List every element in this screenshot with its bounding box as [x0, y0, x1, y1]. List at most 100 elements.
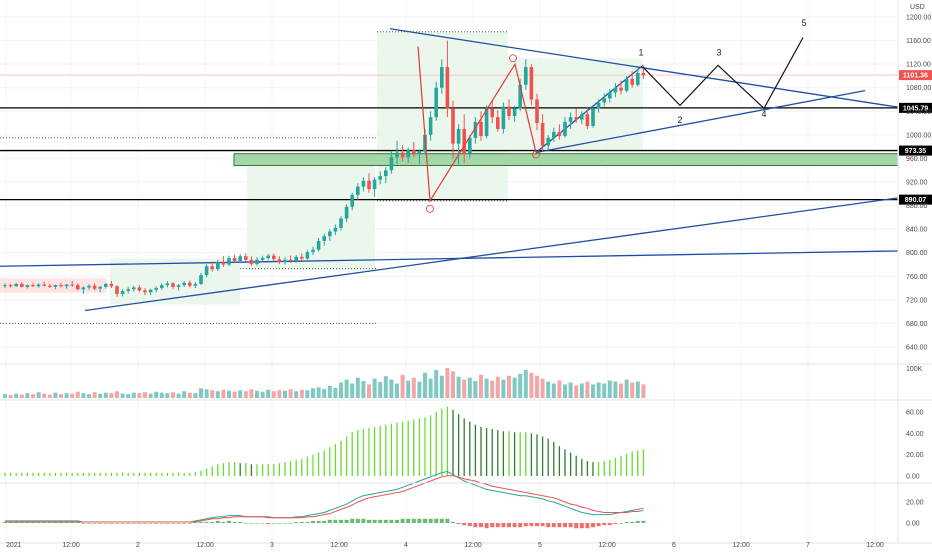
candle-body: [496, 117, 500, 129]
volume-bar: [176, 393, 181, 398]
y-tick-label: 880.00: [906, 203, 928, 210]
osc-hist-bar: [159, 523, 164, 524]
candle-body: [272, 255, 276, 260]
osc-hist-bar: [512, 523, 517, 528]
volume-bar: [451, 371, 455, 398]
candle-body: [76, 285, 80, 290]
volume-bar: [490, 380, 495, 398]
osc-hist-bar: [271, 523, 276, 524]
candle-body: [585, 114, 590, 127]
volume-bar: [159, 392, 164, 398]
osc-hist-bar: [137, 523, 142, 524]
candle-body: [490, 108, 494, 118]
volume-bar: [557, 380, 562, 398]
volume-bar: [395, 383, 399, 398]
volume-bar: [137, 393, 142, 398]
level-tag: 1045.79: [903, 105, 928, 112]
volume-bar: [36, 392, 41, 398]
osc-hist-bar: [143, 523, 147, 524]
y-tick-label: 960.00: [906, 156, 928, 163]
osc-hist-bar: [92, 523, 97, 524]
volume-bar: [563, 384, 567, 398]
candle-body: [132, 287, 136, 290]
candle-body: [204, 266, 209, 276]
candle-body: [115, 286, 119, 294]
candle-body: [165, 283, 170, 286]
candle-body: [126, 289, 130, 292]
volume-bar: [507, 375, 511, 398]
volume-bar: [19, 394, 24, 398]
volume-bar: [372, 378, 377, 398]
osc-hist-bar: [333, 519, 338, 523]
candle-body: [512, 108, 517, 116]
osc-hist-bar: [59, 521, 63, 523]
candle-body: [529, 67, 534, 100]
candle-body: [378, 176, 382, 180]
volume-bar: [92, 392, 97, 398]
adx-tick-label: 40.00: [906, 431, 924, 438]
candle-body: [507, 106, 511, 116]
wave-path: [642, 37, 804, 110]
candle-body: [372, 179, 377, 190]
osc-hist-bar: [389, 519, 394, 523]
abc-pattern: [417, 46, 540, 213]
wave-label: 2: [677, 115, 682, 125]
level-tag: 890.07: [905, 197, 927, 204]
osc-hist-bar: [126, 523, 131, 524]
candle-body: [473, 121, 478, 138]
candle-body: [143, 290, 147, 293]
volume-bar: [64, 393, 69, 398]
osc-hist-bar: [630, 521, 635, 523]
osc-hist-bar: [411, 518, 416, 523]
volume-bar: [266, 389, 271, 398]
candle-body: [176, 285, 181, 287]
volume-bar: [518, 373, 523, 398]
volume-bar: [171, 392, 175, 398]
volume-bar: [596, 382, 601, 398]
osc-hist-bar: [400, 518, 405, 523]
osc-hist-bar: [255, 523, 259, 524]
range-box: [247, 155, 375, 271]
candle-body: [260, 258, 265, 260]
y-tick-label: 720.00: [906, 297, 928, 304]
level-tag: 1101.36: [903, 73, 928, 80]
volume-bar: [59, 394, 63, 398]
volume-pane: 100K: [3, 366, 923, 398]
candle-body: [137, 287, 142, 291]
volume-tick-label: 100K: [906, 366, 923, 373]
volume-bar: [619, 383, 623, 398]
candle-body: [563, 121, 567, 137]
osc-hist-bar: [243, 523, 248, 524]
osc-hist-bar: [479, 523, 483, 528]
y-tick-label: 1080.00: [906, 85, 931, 92]
candle-body: [524, 67, 528, 85]
candle-body: [619, 87, 623, 91]
candle-body: [518, 84, 522, 109]
candle-body: [148, 289, 153, 293]
highlight-zones: [0, 31, 899, 324]
osc-hist-bar: [215, 520, 220, 523]
volume-bar: [417, 381, 422, 398]
volume-bar: [277, 390, 282, 398]
osc-hist-bar: [540, 523, 545, 527]
osc-hist-bar: [53, 521, 58, 523]
volume-bar: [25, 393, 30, 398]
volume-bar: [227, 390, 231, 398]
candle-body: [535, 99, 539, 124]
volume-bar: [199, 388, 203, 398]
candle-body: [322, 236, 326, 241]
osc-hist-bar: [165, 523, 170, 524]
candle-body: [283, 259, 287, 263]
candle-body: [98, 286, 102, 289]
candle-body: [255, 259, 259, 264]
candle-body: [199, 275, 203, 284]
osc-hist-bar: [395, 519, 399, 523]
volume-bar: [579, 383, 584, 398]
volume-bar: [109, 393, 114, 398]
osc-hist-bar: [75, 521, 80, 523]
oscillator-pane: 0.00 20.00: [3, 471, 924, 529]
osc-hist-bar: [260, 523, 265, 524]
y-tick-label: 760.00: [906, 274, 928, 281]
